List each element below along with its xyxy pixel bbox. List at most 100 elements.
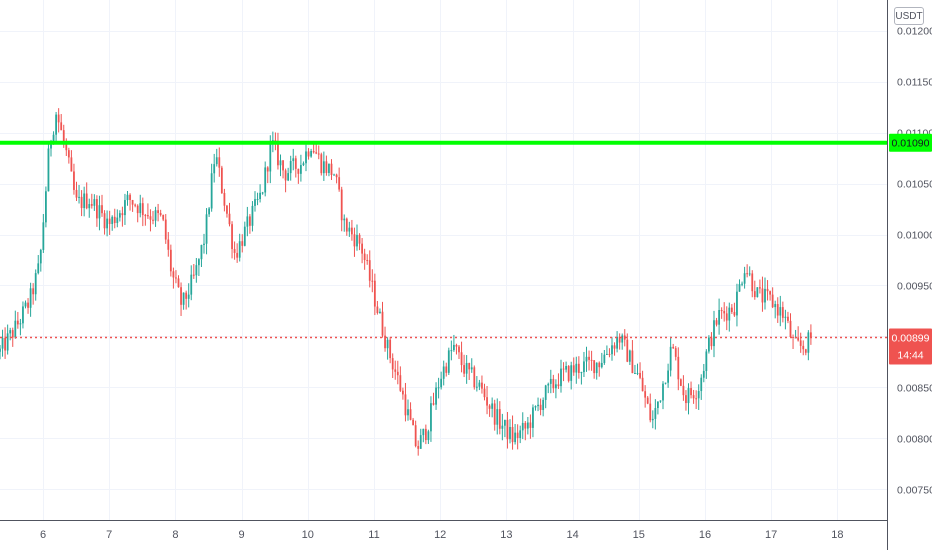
candle-body <box>718 310 720 325</box>
candle-body <box>636 372 639 374</box>
candle-body <box>741 283 743 285</box>
candle-body <box>32 288 35 295</box>
candle-body <box>338 177 341 190</box>
candle-body <box>75 189 78 198</box>
candle-body <box>562 368 565 370</box>
candle-body <box>475 386 478 388</box>
candle-body <box>501 425 504 429</box>
candle-body <box>14 320 17 338</box>
x-tick-label: 17 <box>765 529 777 541</box>
candle-body <box>386 339 389 349</box>
candle-body <box>769 291 771 295</box>
candle-body <box>266 167 269 172</box>
candle-body <box>792 337 794 339</box>
candle-body <box>697 391 700 399</box>
candle-body <box>57 114 60 123</box>
candle-body <box>279 160 282 166</box>
candle-body <box>389 339 392 359</box>
candle-body <box>799 340 802 346</box>
candle-body <box>45 191 47 223</box>
candle-body <box>147 215 149 217</box>
candle-body <box>506 419 509 440</box>
candle-body <box>450 350 453 352</box>
candle-body <box>424 428 427 441</box>
candle-body <box>236 252 239 258</box>
candle-body <box>723 311 726 314</box>
y-tick-label: 0.00850 <box>897 382 932 394</box>
candle-body <box>213 164 216 174</box>
candle-body <box>427 431 430 441</box>
candle-body <box>320 154 323 174</box>
candle-body <box>381 311 384 336</box>
candle-body <box>134 204 137 206</box>
candle-body <box>396 371 399 376</box>
candle-body <box>259 192 261 200</box>
candle-body <box>771 294 774 308</box>
candle-body <box>478 382 481 387</box>
candle-body <box>486 397 488 406</box>
x-tick-label: 13 <box>500 529 512 541</box>
candle-body <box>555 384 557 389</box>
candle-body <box>488 405 491 409</box>
candle-body <box>552 378 555 389</box>
candle-body <box>679 379 682 386</box>
candle-body <box>514 432 516 443</box>
candle-body <box>241 241 244 246</box>
candle-body <box>498 409 501 429</box>
candle-body <box>700 377 703 392</box>
candle-body <box>85 193 88 209</box>
candle-body <box>442 366 445 379</box>
candle-body <box>618 336 621 343</box>
y-tick-label: 0.01050 <box>897 179 932 191</box>
candle-body <box>447 350 450 373</box>
candle-body <box>394 369 397 372</box>
candle-body <box>598 362 601 368</box>
candle-body <box>218 157 221 168</box>
candle-body <box>570 365 573 381</box>
candle-body <box>315 152 318 154</box>
candle-body <box>9 330 12 334</box>
candle-body <box>685 395 687 404</box>
candle-body <box>560 368 562 387</box>
candle-body <box>529 422 532 428</box>
candle-body <box>139 203 142 214</box>
candle-body <box>90 204 93 206</box>
x-tick-label: 11 <box>368 529 379 541</box>
y-tick-label: 0.00950 <box>897 280 932 292</box>
candle-body <box>144 215 147 217</box>
candle-body <box>412 419 414 426</box>
candle-body <box>0 348 1 352</box>
candle-body <box>29 288 32 308</box>
candle-body <box>776 304 779 316</box>
candle-body <box>572 365 575 373</box>
candle-body <box>432 403 435 405</box>
candle-body <box>611 345 613 355</box>
candle-body <box>470 367 473 370</box>
candle-body <box>715 320 718 325</box>
candle-body <box>233 249 236 253</box>
candle-body <box>613 345 616 349</box>
currency-badge[interactable]: USDT <box>894 7 924 25</box>
candle-body <box>409 409 412 420</box>
candle-body <box>251 205 254 226</box>
candle-body <box>565 366 567 370</box>
candle-body <box>774 304 777 308</box>
x-tick-label: 8 <box>172 529 178 541</box>
candle-body <box>83 193 86 209</box>
candle-body <box>804 349 807 353</box>
candle-body <box>784 316 787 318</box>
x-tick-label: 9 <box>239 529 245 541</box>
candle-body <box>713 320 715 347</box>
candle-body <box>108 218 111 225</box>
candle-body <box>167 239 170 250</box>
candle-body <box>695 398 698 400</box>
candle-body <box>67 150 70 158</box>
candle-body <box>810 332 812 338</box>
candle-body <box>702 370 705 378</box>
candle-body <box>11 330 14 338</box>
candle-body <box>47 148 50 192</box>
candle-body <box>131 200 134 205</box>
candle-body <box>305 151 307 164</box>
candle-body <box>600 362 603 368</box>
